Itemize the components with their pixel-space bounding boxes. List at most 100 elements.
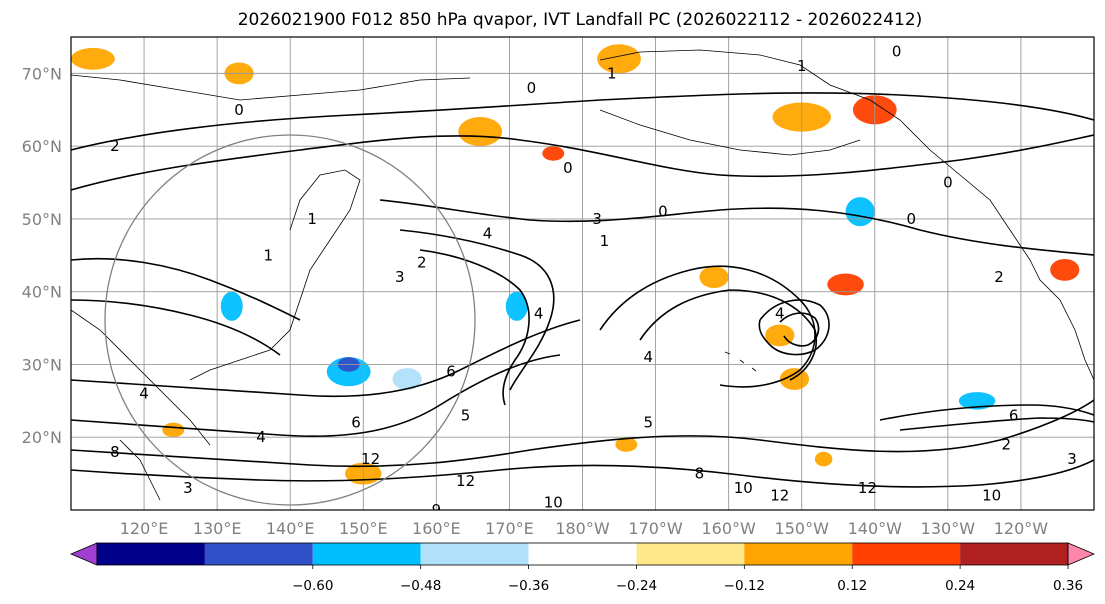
contour-label: 8 [110,443,120,461]
contour-label: 12 [770,486,789,504]
map-frame [70,36,1095,511]
contour-label: 1 [797,57,807,75]
contour-label: 0 [943,174,953,192]
contour-line [399,229,555,391]
contour-line [758,299,830,356]
coastline-asia-north [71,74,471,101]
colorbar-segment [97,543,205,565]
contour-label: 4 [775,305,785,323]
contour-line [71,257,301,321]
contour-label: 10 [982,486,1001,504]
contour-label: 3 [183,479,193,497]
colorbar-ticks: −0.60−0.48−0.36−0.24−0.120.120.240.360.4… [292,565,1083,594]
contour-label: 1 [307,210,317,228]
contour-line [71,92,1094,151]
contour-line [71,299,281,356]
contour-label: 2 [994,268,1004,286]
colorbar-lower-extension [69,542,98,566]
colorbar-tick-label: 0.12 [837,578,867,594]
lon-label: 180°W [555,519,610,538]
colorbar-segment [312,543,421,565]
qvapor-anomaly-patch [458,117,503,147]
coastline-kamchatka [289,169,361,301]
contour-label: 1 [600,232,610,250]
contour-label: 0 [527,79,537,97]
contour-label: 1 [264,246,274,264]
qvapor-anomaly-patch [1050,258,1080,281]
qvapor-anomaly-patch [162,422,185,438]
lat-label: 70°N [22,64,62,83]
qvapor-anomaly-patch [220,291,243,321]
contour-label: 1 [607,64,617,82]
contour-label: 5 [461,406,471,424]
qvapor-anomaly-patch [699,266,729,289]
lon-label: 150°E [339,519,388,538]
contour-label: 4 [483,224,493,242]
lat-label: 30°N [22,355,62,374]
qvapor-anomaly-patch [542,146,565,161]
lat-label: 60°N [22,137,62,156]
contour-label: 4 [643,348,653,366]
latitude-labels: 70°N 60°N 50°N 40°N 30°N 20°N [22,64,62,447]
qvapor-shading [71,44,1080,485]
colorbar-upper-extension [1067,542,1096,566]
lon-label: 140°E [266,519,315,538]
colorbar-segments [69,542,1096,566]
qvapor-anomaly-patch [814,451,833,467]
contour-label: 12 [361,450,380,468]
contour-label: 5 [643,414,653,432]
coastline-philippines [119,439,161,501]
contour-line [71,319,581,398]
coastlines [71,49,1094,501]
colorbar: −0.60−0.48−0.36−0.24−0.120.120.240.360.4… [69,542,1096,594]
lon-label: 140°W [848,519,903,538]
lon-label: 130°E [193,519,242,538]
lat-lon-gridlines [71,37,1094,510]
contour-label: 0 [563,159,573,177]
contour-line [779,312,820,347]
qvapor-anomaly-patch [958,392,996,410]
contour-line [419,249,530,406]
colorbar-segment [528,543,637,565]
coastline-aleutians [599,109,861,156]
lon-label: 170°E [485,519,534,538]
contour-label: 4 [139,385,149,403]
contour-line [899,417,1094,431]
colorbar-tick-label: −0.60 [292,578,333,594]
contour-line [639,289,817,381]
contour-line [71,354,561,438]
ivt-pc-contours [71,92,1094,488]
coastline-alaska [599,49,1031,261]
contour-label: 10 [734,479,753,497]
figure-title: 2026021900 F012 850 hPa qvapor, IVT Land… [238,10,923,30]
lon-label: 120°E [120,519,169,538]
contour-line [71,134,1094,191]
contour-label: 10 [544,494,563,512]
lon-label: 120°W [994,519,1049,538]
colorbar-tick-label: 0.24 [945,578,975,594]
contour-line [599,265,816,388]
colorbar-segment [420,543,529,565]
colorbar-segment [852,543,961,565]
longitude-labels: 120°E 130°E 140°E 150°E 160°E 170°E 180°W 170°W… [120,519,1049,538]
contour-label: 4 [534,305,544,323]
contour-label: 2 [1002,436,1012,454]
coastline-china [71,309,211,446]
colorbar-tick-label: −0.36 [508,578,549,594]
lat-label: 20°N [22,428,62,447]
lon-label: 150°W [775,519,830,538]
qvapor-anomaly-patch [827,273,864,296]
colorbar-tick-label: 0.36 [1053,578,1083,594]
contour-line [71,459,1094,488]
contour-label: 2 [417,254,427,272]
contour-line [879,404,1094,421]
contour-label: 0 [234,101,244,119]
coastline-north-america [1029,259,1094,381]
colorbar-tick-label: −0.12 [724,578,765,594]
qvapor-anomaly-patch [71,47,115,70]
landfall-region-circle [104,134,476,506]
contour-label: 3 [1067,450,1077,468]
